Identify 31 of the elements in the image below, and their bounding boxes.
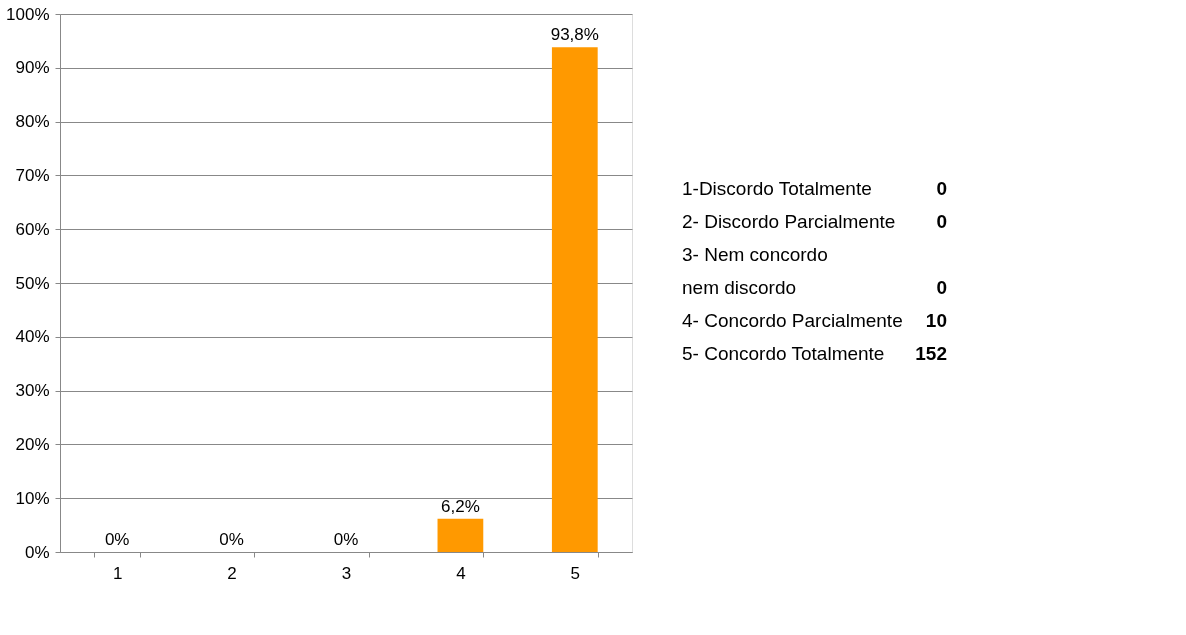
- y-tick-label: 60%: [15, 219, 50, 239]
- text: 0: [936, 277, 947, 298]
- text: 4- Concordo Parcialmente: [682, 310, 903, 331]
- text: 1-Discordo Totalmente: [682, 178, 872, 199]
- y-tick-label: 80%: [15, 112, 50, 132]
- data-label: 0%: [219, 530, 244, 549]
- x-tick-label: 3: [341, 563, 352, 583]
- x-tick-label: 5: [570, 563, 581, 583]
- text: 0: [936, 178, 947, 199]
- data-label: 93,8%: [550, 25, 599, 45]
- text: 5- Concordo Totalmente: [682, 343, 885, 364]
- y-tick-label: 20%: [15, 434, 50, 454]
- text: 152: [915, 343, 947, 364]
- data-label: 0%: [104, 530, 130, 549]
- y-tick-label: 70%: [15, 165, 50, 185]
- text: 0: [936, 211, 947, 232]
- text: 3- Nem concordo nem discordo: [682, 244, 828, 298]
- y-tick-label: 10%: [15, 488, 50, 508]
- y-tick-label: 30%: [15, 381, 50, 401]
- text: 2- Discordo Parcialmente: [682, 211, 896, 232]
- data-label: 0%: [333, 530, 359, 549]
- x-tick-label: 4: [456, 563, 466, 583]
- y-tick-label: 100%: [6, 4, 50, 24]
- y-tick-label: 40%: [15, 327, 50, 347]
- y-tick-label: 90%: [15, 58, 50, 78]
- x-tick-label: 1: [112, 563, 123, 583]
- data-label: 6,2%: [441, 496, 480, 516]
- text: 10: [925, 310, 947, 331]
- y-tick-label: 0%: [24, 542, 50, 562]
- x-tick-label: 2: [227, 563, 237, 583]
- y-tick-label: 50%: [15, 273, 50, 293]
